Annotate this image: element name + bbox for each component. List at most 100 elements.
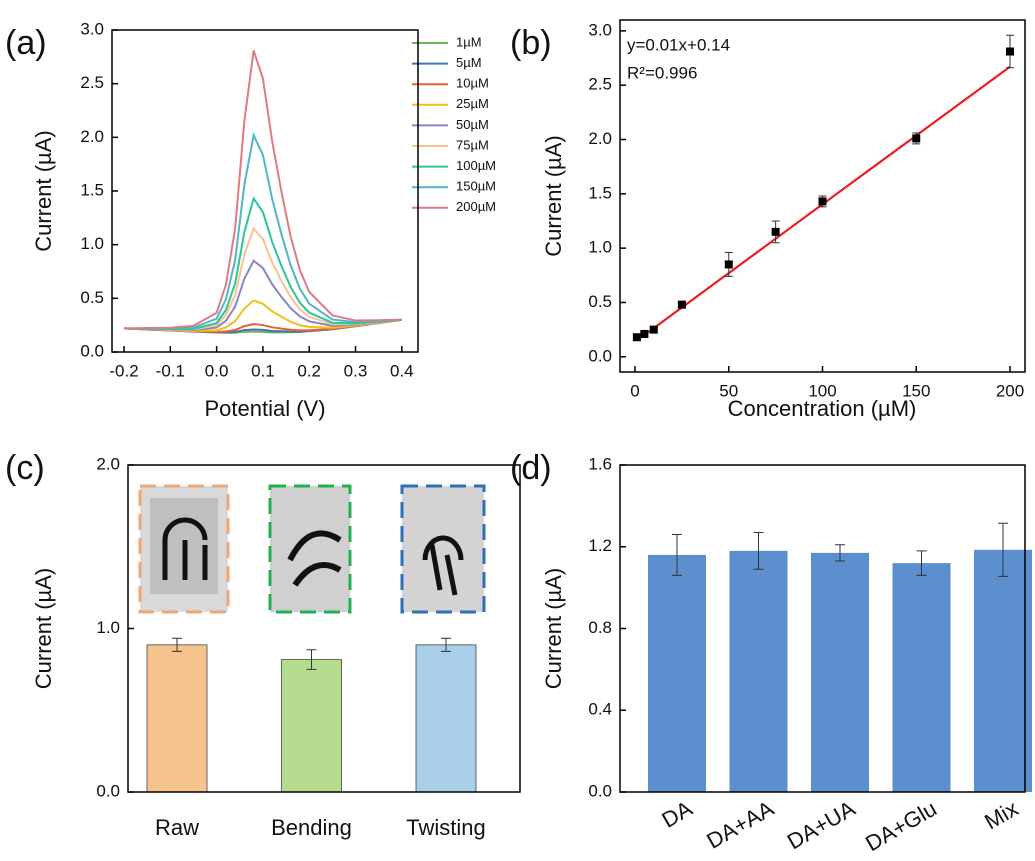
axis-frame — [127, 464, 521, 793]
data-point — [632, 333, 641, 342]
data-point — [640, 329, 649, 338]
error-bar — [306, 649, 317, 670]
x-tick-label: DA+AA — [702, 796, 778, 854]
y-tick-label: 1.6 — [588, 454, 612, 473]
bar — [648, 554, 706, 792]
y-tick-label: 1.5 — [588, 183, 612, 202]
x-tick-label: 150 — [902, 381, 930, 400]
legend-label: 100µM — [456, 158, 496, 173]
photo-twisting-electrode — [422, 535, 464, 596]
panel-label: (c) — [5, 449, 45, 487]
error-bar — [441, 637, 451, 652]
x-tick-label: 0.0 — [205, 361, 229, 380]
data-line — [124, 226, 402, 331]
x-tick-label: 0.1 — [251, 361, 275, 380]
legend-label: 1µM — [456, 34, 482, 49]
y-tick-label: 0.0 — [80, 341, 104, 360]
data-line — [124, 50, 402, 330]
x-tick-label: -0.2 — [109, 361, 138, 380]
photo-bending — [268, 484, 352, 614]
data-point — [818, 197, 827, 206]
data-point — [724, 260, 733, 269]
y-axis-label: Current (µA) — [541, 135, 566, 256]
data-point — [1006, 47, 1014, 56]
x-tick-label: DA+UA — [783, 796, 860, 855]
legend-label: 75µM — [456, 137, 489, 152]
x-axis-label: Concentration (µM) — [728, 396, 917, 421]
x-axis-label: Potential (V) — [204, 396, 325, 421]
panel-label: (a) — [5, 24, 47, 62]
x-tick-label: 0.3 — [344, 361, 368, 380]
bar — [281, 659, 342, 793]
y-tick-label: 0.5 — [588, 292, 612, 311]
photo-bending-electrode — [287, 530, 342, 587]
y-tick-label: 2.0 — [588, 129, 612, 148]
y-tick-label: 0.8 — [588, 618, 612, 637]
legend-label: 50µM — [456, 117, 489, 132]
inset-photos — [138, 484, 486, 614]
bar — [146, 644, 208, 793]
error-bar — [172, 637, 182, 652]
axis-frame — [111, 29, 419, 353]
bar — [974, 549, 1032, 792]
annotation: y=0.01x+0.14 — [627, 35, 730, 54]
error-bar — [835, 544, 845, 562]
legend-label: 200µM — [456, 199, 496, 214]
annotation: R²=0.996 — [627, 63, 697, 82]
error-bar — [998, 522, 1008, 577]
y-axis-label: Current (µA) — [31, 568, 56, 689]
y-tick-label: 1.2 — [588, 536, 612, 555]
x-tick-label: Bending — [271, 815, 352, 840]
y-tick-label: 1.0 — [80, 234, 104, 253]
data-line — [124, 131, 402, 330]
x-tick-label: 0 — [630, 381, 639, 400]
error-bar — [916, 550, 927, 576]
x-tick-label: 100 — [808, 381, 836, 400]
x-tick-label: Twisting — [406, 815, 485, 840]
y-tick-label: 2.0 — [96, 454, 120, 473]
x-tick-label: Mix — [980, 796, 1022, 835]
y-axis-label: Current (µA) — [541, 568, 566, 689]
data-point — [912, 134, 921, 143]
x-tick-label: DA+Glu — [861, 796, 941, 856]
legend-label: 10µM — [456, 76, 489, 91]
y-tick-label: 0.4 — [588, 700, 612, 719]
axis-frame — [619, 19, 1026, 373]
y-tick-label: 2.5 — [588, 75, 612, 94]
x-tick-label: 0.2 — [297, 361, 321, 380]
legend-label: 150µM — [456, 179, 496, 194]
x-tick-label: 50 — [719, 381, 738, 400]
y-tick-label: 3.0 — [80, 19, 104, 38]
y-tick-label: 1.0 — [588, 238, 612, 257]
y-tick-label: 0.0 — [96, 781, 120, 800]
x-tick-label: -0.1 — [156, 361, 185, 380]
x-tick-label: DA — [657, 796, 696, 833]
photo-raw-electrode — [162, 517, 208, 580]
y-axis-label: Current (µA) — [31, 130, 56, 251]
data-point — [649, 325, 658, 334]
photo-twisting — [400, 484, 486, 614]
error-bar — [672, 533, 682, 576]
legend-label: 5µM — [456, 55, 482, 70]
legend-label: 25µM — [456, 96, 489, 111]
bar — [729, 550, 788, 792]
data-line — [124, 196, 402, 331]
x-tick-label: 0.4 — [390, 361, 414, 380]
y-tick-label: 2.0 — [80, 127, 104, 146]
y-tick-label: 0.0 — [588, 346, 612, 365]
y-tick-label: 0.0 — [588, 781, 612, 800]
panel-label: (d) — [510, 449, 552, 487]
axis-frame — [619, 464, 1026, 793]
y-tick-label: 1.5 — [80, 180, 104, 199]
x-tick-label: Raw — [155, 815, 199, 840]
error-bar — [753, 531, 764, 570]
bar — [892, 563, 951, 792]
bar — [415, 644, 477, 793]
panel-label: (b) — [510, 24, 552, 62]
x-tick-label: 200 — [996, 381, 1024, 400]
y-tick-label: 1.0 — [96, 618, 120, 637]
y-tick-label: 3.0 — [588, 20, 612, 39]
data-point — [677, 300, 686, 309]
data-point — [771, 227, 780, 236]
